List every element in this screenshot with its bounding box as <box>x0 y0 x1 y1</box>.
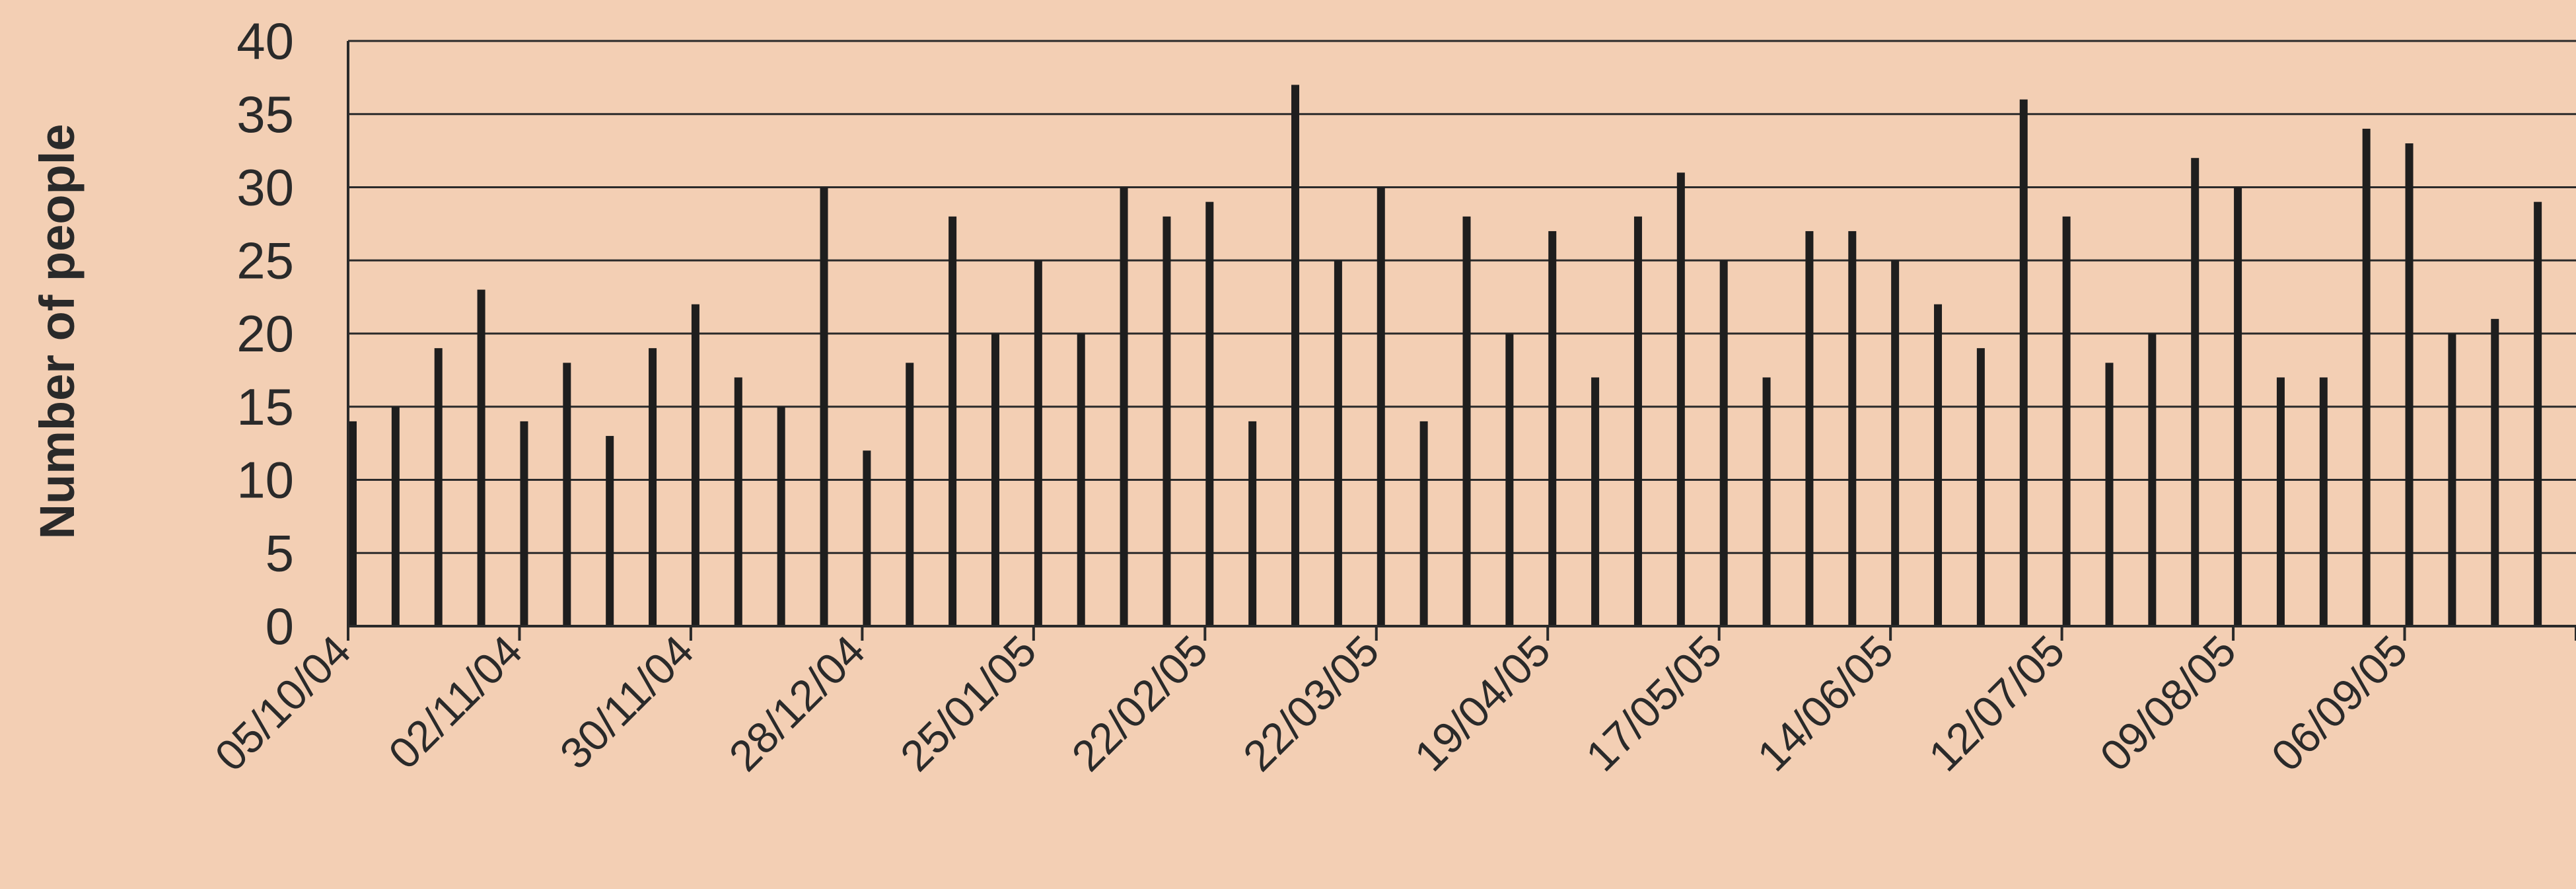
x-tick-label: 28/12/04 <box>719 626 874 781</box>
bar <box>1248 421 1257 626</box>
bar <box>1077 334 1085 626</box>
bar <box>820 187 828 626</box>
bar <box>991 334 999 626</box>
gridlines <box>348 40 2576 554</box>
bar <box>477 289 485 626</box>
bar <box>948 216 957 626</box>
x-tick-label: 22/03/05 <box>1234 626 1388 781</box>
x-tick-label: 06/09/05 <box>2262 626 2416 781</box>
y-axis-title: Number of people <box>30 124 85 539</box>
bar <box>691 304 699 626</box>
y-tick-label: 40 <box>236 12 294 70</box>
bar <box>434 348 443 626</box>
bar <box>606 436 614 626</box>
y-tick-label: 0 <box>266 597 294 655</box>
bar <box>563 363 571 626</box>
bar <box>2105 363 2114 626</box>
axes <box>347 41 2576 641</box>
bar <box>906 363 914 626</box>
bar <box>1848 231 1857 626</box>
bar <box>2319 377 2328 626</box>
x-tick-label: 17/05/05 <box>1577 626 1731 781</box>
bar <box>777 406 785 626</box>
bar <box>2019 99 2028 627</box>
bar <box>1034 260 1042 626</box>
bar <box>2191 158 2200 626</box>
y-axis-tick-labels: 0 5 10 15 20 25 30 35 40 <box>236 12 294 655</box>
bar <box>2148 334 2157 626</box>
x-tick-label: 02/11/04 <box>379 626 532 779</box>
bar <box>1891 260 1900 626</box>
bar <box>1291 85 1300 626</box>
y-tick-label: 35 <box>236 85 294 143</box>
bar <box>863 450 871 626</box>
bars <box>349 85 2542 627</box>
bar <box>1163 216 1171 626</box>
bar <box>1676 172 1685 627</box>
y-tick-label: 10 <box>236 451 294 509</box>
bar <box>1120 187 1128 626</box>
bar <box>1762 377 1771 626</box>
bar <box>1976 348 1985 626</box>
x-tick-label: 25/01/05 <box>891 626 1046 781</box>
y-tick-label: 20 <box>236 304 294 363</box>
bar <box>1419 421 1428 626</box>
bar <box>2234 187 2242 626</box>
y-tick-label: 5 <box>266 524 294 582</box>
bar <box>1548 231 1557 626</box>
bar <box>1591 377 1600 626</box>
bar <box>2276 377 2285 626</box>
y-tick-label: 15 <box>236 378 294 436</box>
bar <box>1205 201 1214 626</box>
bar <box>2448 334 2456 626</box>
bar <box>1334 260 1342 626</box>
bar <box>734 377 742 626</box>
bar <box>2362 128 2371 626</box>
y-tick-label: 25 <box>236 231 294 289</box>
x-tick-label: 14/06/05 <box>1748 626 1902 781</box>
x-axis-tick-labels: 05/10/04 02/11/04 30/11/04 28/12/04 25/01/05… <box>205 626 2417 781</box>
bar <box>1719 260 1728 626</box>
bar <box>2062 216 2071 626</box>
bar <box>1934 304 1943 626</box>
bar <box>1505 334 1514 626</box>
bar <box>2405 143 2414 627</box>
bar <box>520 421 528 626</box>
bar <box>391 406 400 626</box>
bar <box>2491 318 2499 626</box>
bar <box>349 421 357 626</box>
x-tick-label: 09/08/05 <box>2091 626 2245 781</box>
bar <box>649 348 657 626</box>
bar <box>1805 231 1814 626</box>
bar <box>1462 216 1471 626</box>
y-tick-label: 30 <box>236 159 294 217</box>
bar <box>1633 216 1642 626</box>
bar <box>1377 187 1385 626</box>
x-tick-label: 12/07/05 <box>1919 626 2074 781</box>
x-tick-label: 30/11/04 <box>550 626 703 779</box>
x-tick-label: 22/02/05 <box>1062 626 1217 781</box>
x-tick-label: 19/04/05 <box>1405 626 1559 781</box>
bar <box>2534 201 2542 626</box>
